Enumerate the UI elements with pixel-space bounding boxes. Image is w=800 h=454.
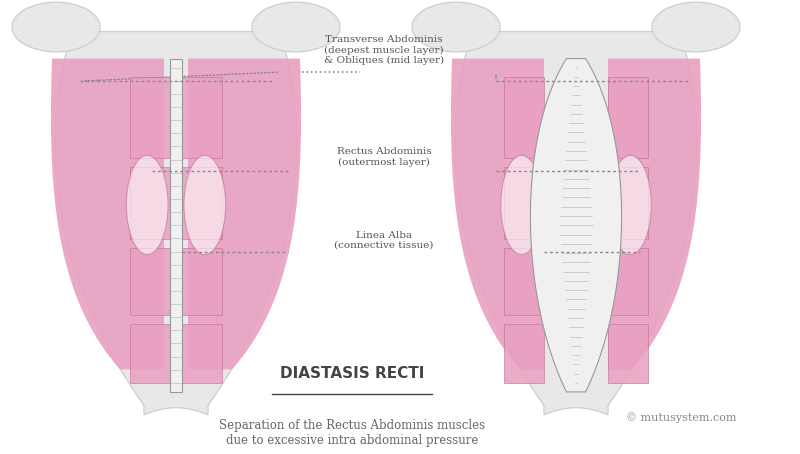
Ellipse shape	[501, 155, 542, 255]
Polygon shape	[504, 248, 544, 316]
Text: Separation of the Rectus Abdominis muscles
due to excessive intra abdominal pres: Separation of the Rectus Abdominis muscl…	[219, 419, 485, 447]
Text: Rectus Abdominis
(outermost layer): Rectus Abdominis (outermost layer)	[337, 147, 431, 167]
Text: DIASTASIS RECTI: DIASTASIS RECTI	[280, 366, 424, 381]
Ellipse shape	[184, 155, 226, 255]
Ellipse shape	[126, 155, 168, 255]
Polygon shape	[608, 248, 648, 316]
Circle shape	[12, 2, 100, 52]
Polygon shape	[504, 77, 544, 158]
Polygon shape	[130, 167, 170, 239]
Polygon shape	[504, 167, 544, 239]
Ellipse shape	[610, 155, 651, 255]
Polygon shape	[455, 31, 697, 415]
Text: © mutusystem.com: © mutusystem.com	[626, 413, 736, 424]
Polygon shape	[130, 324, 170, 383]
Polygon shape	[608, 167, 648, 239]
Circle shape	[252, 2, 340, 52]
Polygon shape	[530, 59, 622, 392]
Polygon shape	[182, 77, 222, 158]
Text: Linea Alba
(connective tissue): Linea Alba (connective tissue)	[334, 231, 434, 250]
Polygon shape	[130, 248, 170, 316]
Polygon shape	[182, 324, 222, 383]
Circle shape	[412, 2, 500, 52]
Polygon shape	[608, 324, 648, 383]
Polygon shape	[608, 59, 701, 370]
Polygon shape	[451, 59, 544, 370]
Polygon shape	[51, 59, 164, 370]
Polygon shape	[55, 31, 297, 415]
Circle shape	[652, 2, 740, 52]
Polygon shape	[170, 59, 182, 392]
Polygon shape	[130, 77, 170, 158]
Polygon shape	[608, 77, 648, 158]
Polygon shape	[504, 324, 544, 383]
Polygon shape	[182, 248, 222, 316]
Polygon shape	[188, 59, 301, 370]
Polygon shape	[182, 167, 222, 239]
Text: Transverse Abdominis
(deepest muscle layer)
& Obliques (mid layer): Transverse Abdominis (deepest muscle lay…	[324, 35, 444, 65]
